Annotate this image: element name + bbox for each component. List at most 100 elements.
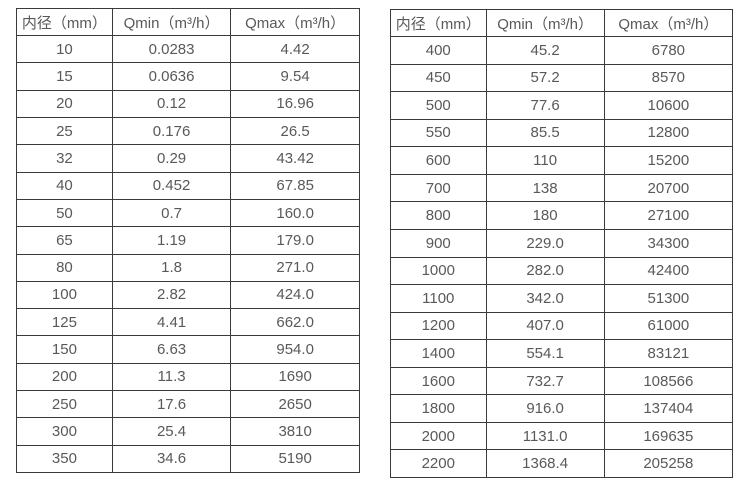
cell-diameter: 40 — [16, 171, 113, 200]
cell-qmin: 138 — [485, 173, 605, 203]
cell-diameter: 450 — [390, 63, 487, 93]
table-row: 100 2.82 424.0 — [16, 280, 360, 310]
cell-qmin: 0.0636 — [111, 62, 232, 91]
table-row: 1100 342.0 51300 — [390, 284, 734, 313]
cell-qmax: 954.0 — [230, 335, 360, 364]
cell-qmin: 342.0 — [485, 284, 605, 313]
cell-qmin: 34.6 — [111, 444, 232, 474]
cell-qmin: 1131.0 — [485, 421, 605, 451]
cell-diameter: 10 — [16, 34, 113, 64]
table-row: 1600 732.7 108566 — [390, 366, 734, 396]
cell-qmax: 3810 — [230, 417, 360, 446]
cell-qmax: 27100 — [603, 201, 734, 230]
cell-qmax: 424.0 — [230, 280, 360, 310]
cell-qmin: 732.7 — [485, 366, 605, 396]
cell-diameter: 1200 — [390, 311, 487, 341]
cell-qmax: 179.0 — [230, 226, 360, 255]
cell-qmin: 916.0 — [485, 394, 605, 423]
cell-qmax: 108566 — [603, 366, 734, 396]
cell-qmax: 9.54 — [230, 62, 360, 91]
cell-qmin: 110 — [485, 146, 605, 175]
table-row: 700 138 20700 — [390, 173, 734, 203]
cell-qmax: 16.96 — [230, 89, 360, 118]
cell-qmin: 1.8 — [111, 253, 232, 282]
cell-diameter: 1000 — [390, 256, 487, 286]
cell-qmin: 0.29 — [111, 144, 232, 173]
cell-diameter: 80 — [16, 253, 113, 282]
cell-qmax: 662.0 — [230, 308, 360, 337]
table-row: 450 57.2 8570 — [390, 63, 734, 93]
table-row: 20 0.12 16.96 — [16, 89, 360, 118]
cell-qmin: 180 — [485, 201, 605, 230]
cell-diameter: 150 — [16, 335, 113, 364]
cell-diameter: 1100 — [390, 284, 487, 313]
cell-qmin: 6.63 — [111, 335, 232, 364]
cell-diameter: 550 — [390, 118, 487, 148]
cell-qmin: 0.12 — [111, 89, 232, 118]
cell-qmin: 1.19 — [111, 226, 232, 255]
cell-qmin: 554.1 — [485, 339, 605, 368]
cell-qmin: 229.0 — [485, 228, 605, 258]
header-row: 内径（mm） Qmin（m³/h） Qmax（m³/h） — [16, 8, 360, 36]
flow-table-large-diameters: 内径（mm） Qmin（m³/h） Qmax（m³/h） 400 45.2 6780 450… — [390, 9, 734, 478]
cell-qmin: 407.0 — [485, 311, 605, 341]
column-header-diameter: 内径（mm） — [16, 8, 113, 36]
cell-diameter: 25 — [16, 116, 113, 146]
cell-qmin: 11.3 — [111, 362, 232, 392]
cell-qmax: 271.0 — [230, 253, 360, 282]
cell-qmax: 169635 — [603, 421, 734, 451]
flow-table-small-diameters: 内径（mm） Qmin（m³/h） Qmax（m³/h） 10 0.0283 4.42 15… — [16, 8, 360, 474]
cell-diameter: 15 — [16, 62, 113, 91]
cell-diameter: 600 — [390, 146, 487, 175]
cell-qmax: 51300 — [603, 284, 734, 313]
column-header-diameter: 内径（mm） — [390, 9, 487, 37]
table-row: 25 0.176 26.5 — [16, 116, 360, 146]
cell-qmin: 2.82 — [111, 280, 232, 310]
cell-qmin: 17.6 — [111, 390, 232, 419]
table-row: 600 110 15200 — [390, 146, 734, 175]
cell-diameter: 200 — [16, 362, 113, 392]
cell-diameter: 1600 — [390, 366, 487, 396]
cell-diameter: 300 — [16, 417, 113, 446]
cell-diameter: 100 — [16, 280, 113, 310]
cell-qmax: 26.5 — [230, 116, 360, 146]
table-row: 1200 407.0 61000 — [390, 311, 734, 341]
cell-qmin: 4.41 — [111, 308, 232, 337]
table-row: 50 0.7 160.0 — [16, 198, 360, 228]
cell-qmax: 15200 — [603, 146, 734, 175]
cell-diameter: 400 — [390, 36, 487, 65]
table-row: 1400 554.1 83121 — [390, 339, 734, 368]
cell-diameter: 50 — [16, 198, 113, 228]
cell-qmax: 20700 — [603, 173, 734, 203]
cell-qmax: 5190 — [230, 444, 360, 474]
cell-qmax: 4.42 — [230, 34, 360, 64]
table-row: 65 1.19 179.0 — [16, 226, 360, 255]
table-row: 1800 916.0 137404 — [390, 394, 734, 423]
cell-qmin: 45.2 — [485, 36, 605, 65]
cell-diameter: 1400 — [390, 339, 487, 368]
cell-diameter: 32 — [16, 144, 113, 173]
cell-qmax: 34300 — [603, 228, 734, 258]
table-row: 2000 1131.0 169635 — [390, 421, 734, 451]
cell-diameter: 65 — [16, 226, 113, 255]
cell-diameter: 900 — [390, 228, 487, 258]
table-row: 2200 1368.4 205258 — [390, 449, 734, 478]
cell-qmax: 137404 — [603, 394, 734, 423]
cell-diameter: 700 — [390, 173, 487, 203]
cell-diameter: 800 — [390, 201, 487, 230]
cell-qmin: 25.4 — [111, 417, 232, 446]
cell-qmax: 10600 — [603, 91, 734, 120]
table-row: 350 34.6 5190 — [16, 444, 360, 474]
cell-qmin: 1368.4 — [485, 449, 605, 478]
table-row: 400 45.2 6780 — [390, 36, 734, 65]
column-header-qmin: Qmin（m³/h） — [111, 8, 232, 36]
cell-qmax: 160.0 — [230, 198, 360, 228]
table-row: 1000 282.0 42400 — [390, 256, 734, 286]
table-row: 125 4.41 662.0 — [16, 308, 360, 337]
header-row: 内径（mm） Qmin（m³/h） Qmax（m³/h） — [390, 9, 734, 37]
cell-diameter: 2000 — [390, 421, 487, 451]
table-row: 200 11.3 1690 — [16, 362, 360, 392]
table-row: 10 0.0283 4.42 — [16, 34, 360, 64]
cell-diameter: 250 — [16, 390, 113, 419]
cell-qmax: 6780 — [603, 36, 734, 65]
